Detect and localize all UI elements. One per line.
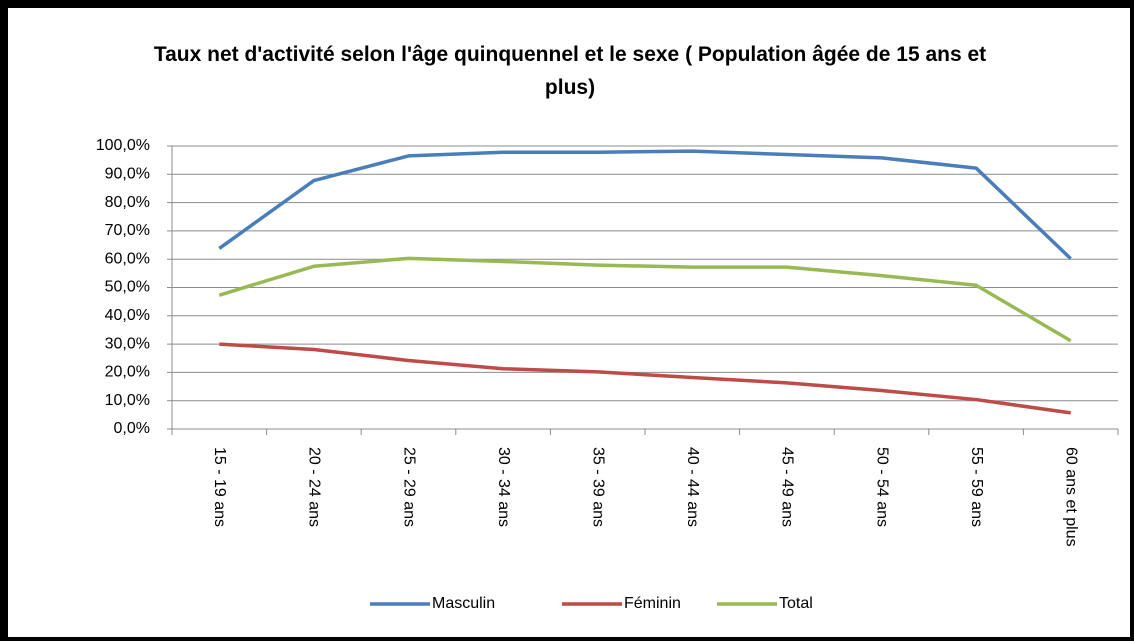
series-line	[218, 256, 1072, 343]
y-tick-label: 100,0%	[96, 137, 150, 154]
x-tick-label: 40 - 44 ans	[684, 447, 701, 527]
x-tick-label: 35 - 39 ans	[589, 447, 606, 527]
legend-label: Féminin	[624, 595, 681, 612]
y-tick-label: 60,0%	[105, 250, 150, 267]
y-tick-label: 50,0%	[105, 279, 150, 296]
legend-label: Total	[779, 595, 813, 612]
y-tick-label: 0,0%	[114, 420, 150, 437]
x-tick-label: 25 - 29 ans	[400, 447, 417, 527]
series-line	[219, 342, 1071, 415]
x-tick-label: 30 - 34 ans	[495, 447, 512, 527]
series-line	[218, 149, 1072, 260]
x-tick-label: 60 ans et plus	[1062, 447, 1079, 547]
y-tick-label: 30,0%	[105, 335, 150, 352]
x-tick-label: 15 - 19 ans	[211, 447, 228, 527]
y-tick-label: 20,0%	[105, 364, 150, 381]
y-tick-label: 70,0%	[105, 222, 150, 239]
y-tick-label: 40,0%	[105, 307, 150, 324]
x-tick-label: 20 - 24 ans	[306, 447, 323, 527]
x-tick-label: 50 - 54 ans	[873, 447, 890, 527]
y-tick-label: 80,0%	[105, 194, 150, 211]
legend-label: Masculin	[432, 595, 495, 612]
y-tick-label: 90,0%	[105, 166, 150, 183]
chart-title: Taux net d'activité selon l'âge quinquen…	[153, 43, 987, 99]
x-tick-label: 55 - 59 ans	[968, 447, 985, 527]
y-tick-label: 10,0%	[105, 392, 150, 409]
x-tick-label: 45 - 49 ans	[779, 447, 796, 527]
